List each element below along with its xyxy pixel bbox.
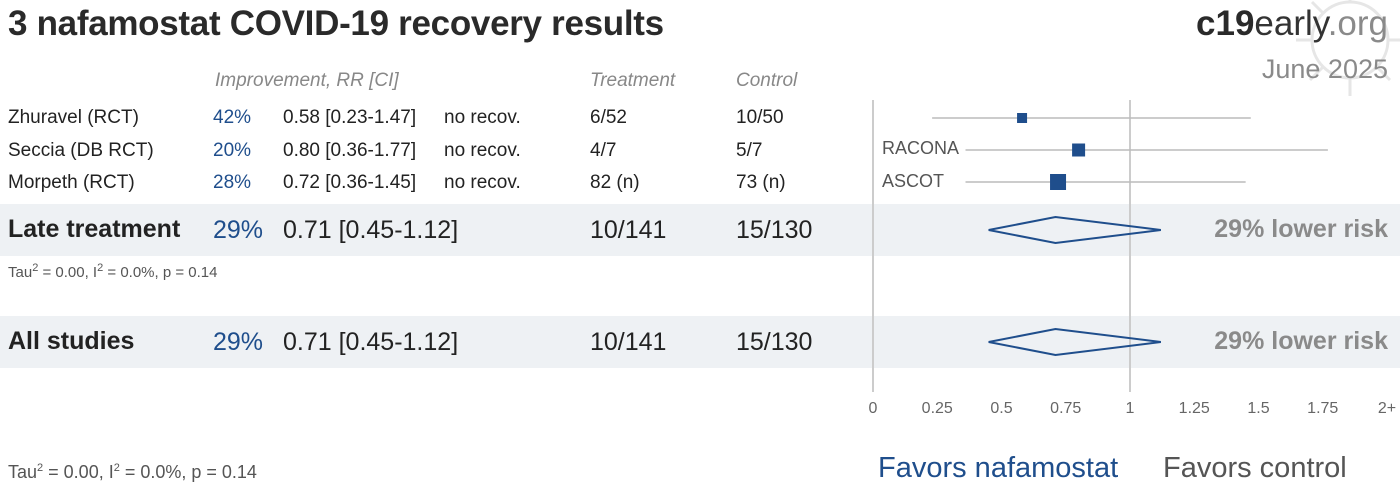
- pooled-diamond: [988, 327, 1161, 357]
- study-treatment: 82 (n): [590, 172, 640, 193]
- study-outcome: no recov.: [444, 172, 521, 193]
- date-label: June 2025: [1261, 54, 1388, 84]
- header-control: Control: [736, 70, 798, 91]
- axis-tick-label: 0.5: [990, 400, 1013, 417]
- all-studies-summary: 29% lower risk: [1214, 327, 1388, 355]
- all-studies-rr-ci: 0.71 [0.45-1.12]: [283, 328, 459, 356]
- all-studies-improvement: 29%: [213, 328, 264, 356]
- late-treatment-band: [0, 204, 1400, 256]
- header-improvement: Improvement, RR [CI]: [215, 70, 399, 91]
- header-treatment: Treatment: [590, 70, 676, 91]
- pooled-diamond: [988, 215, 1161, 245]
- axis-tick-label: 1.25: [1178, 400, 1210, 417]
- study-control: 10/50: [736, 107, 784, 128]
- late-treatment-summary: 29% lower risk: [1214, 215, 1388, 243]
- all-studies-band: [0, 316, 1400, 368]
- axis-tick-label: 0.75: [1050, 400, 1082, 417]
- study-treatment: 4/7: [590, 140, 617, 161]
- all-studies-stats: Tau2 = 0.00, I2 = 0.0%, p = 0.14: [8, 462, 257, 482]
- all-studies-treatment: 10/141: [590, 328, 667, 356]
- study-improvement: 42%: [213, 107, 252, 128]
- all-studies-control: 15/130: [736, 328, 813, 356]
- late-treatment-stats: Tau2 = 0.00, I2 = 0.0%, p = 0.14: [8, 262, 218, 281]
- axis-tick-label: 1.5: [1247, 400, 1270, 417]
- study-improvement: 20%: [213, 140, 252, 161]
- study-control: 73 (n): [736, 172, 786, 193]
- study-outcome: no recov.: [444, 107, 521, 128]
- effect-marker: [1017, 113, 1028, 123]
- study-control: 5/7: [736, 140, 763, 161]
- study-name: Morpeth (RCT): [8, 172, 135, 193]
- axis-tick-label: 2+: [1377, 400, 1397, 417]
- late-treatment-name: Late treatment: [8, 215, 181, 243]
- late-treatment-rr-ci: 0.71 [0.45-1.12]: [283, 216, 459, 244]
- favors-treatment-label: Favors nafamostat: [878, 452, 1119, 484]
- study-name: Seccia (DB RCT): [8, 140, 154, 161]
- all-studies-name: All studies: [8, 327, 135, 355]
- effect-marker: [1050, 174, 1067, 190]
- late-treatment-control: 15/130: [736, 216, 813, 244]
- virus-icon: [1296, 0, 1400, 96]
- study-name: Zhuravel (RCT): [8, 107, 139, 128]
- late-treatment-improvement: 29%: [213, 216, 264, 244]
- study-rr-ci: 0.72 [0.36-1.45]: [283, 172, 417, 193]
- study-treatment: 6/52: [590, 107, 627, 128]
- study-outcome: no recov.: [444, 140, 521, 161]
- study-label-racona: RACONA: [882, 138, 960, 158]
- study-rr-ci: 0.80 [0.36-1.77]: [283, 140, 417, 161]
- axis-tick-label: 0.25: [921, 400, 953, 417]
- axis-tick-label: 0: [868, 400, 878, 417]
- favors-control-label: Favors control: [1163, 452, 1347, 484]
- axis-tick-label: 1: [1125, 400, 1135, 417]
- study-improvement: 28%: [213, 172, 252, 193]
- study-label-ascot: ASCOT: [882, 171, 945, 191]
- study-rr-ci: 0.58 [0.23-1.47]: [283, 107, 417, 128]
- late-treatment-treatment: 10/141: [590, 216, 667, 244]
- effect-marker: [1072, 143, 1086, 157]
- brand-logo: c19early.org: [1196, 4, 1388, 43]
- axis-tick-label: 1.75: [1307, 400, 1339, 417]
- page-title: 3 nafamostat COVID-19 recovery results: [8, 4, 664, 43]
